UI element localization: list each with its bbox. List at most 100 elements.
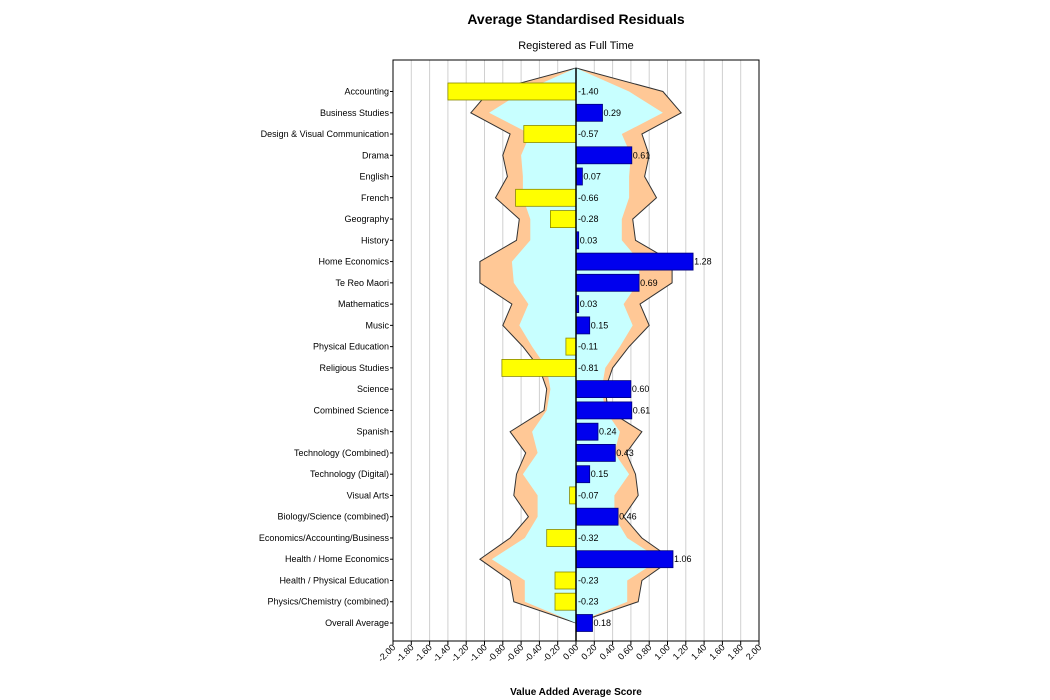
- category-label: Biology/Science (combined): [277, 512, 389, 522]
- data-label: -0.07: [578, 490, 599, 500]
- bar: [575, 422, 599, 441]
- data-label: 0.15: [591, 320, 609, 330]
- data-label: 0.43: [616, 448, 634, 458]
- bar: [569, 486, 577, 505]
- bar: [546, 529, 577, 547]
- x-tick-label: 0.40: [598, 642, 617, 661]
- category-label: Combined Science: [313, 405, 389, 415]
- data-label: -0.11: [578, 342, 598, 352]
- category-label: Mathematics: [338, 299, 390, 309]
- data-label: -0.81: [578, 363, 599, 373]
- x-tick-label: -1.00: [467, 642, 489, 664]
- data-label: -0.28: [578, 214, 599, 224]
- category-label: History: [361, 235, 390, 245]
- value-labels: -1.40 0.29 -0.57 0.61 0.07 -0.66 -0.28 0.03 1.28…: [578, 87, 712, 629]
- bar: [550, 210, 577, 229]
- x-tick-label: 0.80: [634, 642, 653, 661]
- bars: [447, 82, 694, 632]
- bar: [575, 316, 591, 335]
- category-label: Geography: [344, 214, 389, 224]
- x-tick-label: 1.20: [671, 642, 690, 661]
- bar: [565, 337, 577, 356]
- bar: [575, 614, 593, 632]
- category-label: Home Economics: [318, 257, 389, 267]
- data-label: -0.57: [578, 129, 599, 139]
- x-tick-label: 1.80: [726, 642, 745, 661]
- category-label: Spanish: [356, 427, 389, 437]
- plot-area: [392, 59, 760, 642]
- bar: [554, 592, 577, 611]
- data-label: 0.24: [599, 427, 617, 437]
- category-label: Health / Home Economics: [285, 554, 390, 564]
- category-label: Drama: [362, 150, 389, 160]
- category-label: Business Studies: [320, 108, 390, 118]
- data-label: 0.15: [591, 469, 609, 479]
- bar: [575, 465, 591, 484]
- data-label: -0.23: [578, 597, 599, 607]
- data-label: 1.06: [674, 554, 692, 564]
- bar: [575, 550, 674, 569]
- data-label: 0.07: [583, 172, 601, 182]
- category-labels: Accounting Business Studies Design & Visua…: [259, 87, 393, 628]
- bar: [575, 167, 583, 186]
- category-label: Design & Visual Communication: [261, 129, 389, 139]
- category-label: English: [359, 172, 389, 182]
- bar: [575, 103, 603, 122]
- category-label: Health / Physical Education: [279, 576, 389, 586]
- data-label: 0.29: [604, 108, 622, 118]
- bar: [575, 380, 632, 399]
- bar: [523, 125, 577, 143]
- category-label: Technology (Combined): [294, 448, 389, 458]
- bar: [575, 252, 694, 271]
- category-label: Economics/Accounting/Business: [259, 533, 390, 543]
- bar: [575, 401, 633, 420]
- x-axis-title: Value Added Average Score: [510, 687, 642, 698]
- data-label: 0.69: [640, 278, 658, 288]
- category-label: Music: [365, 320, 389, 330]
- category-label: Overall Average: [325, 618, 389, 628]
- x-tick-label: -0.60: [504, 642, 526, 664]
- bar: [447, 82, 577, 101]
- x-tick-label: -1.40: [431, 642, 453, 664]
- category-label: Accounting: [344, 87, 389, 97]
- category-label: Science: [357, 384, 389, 394]
- x-tick-label: -1.80: [394, 642, 416, 664]
- bar: [575, 443, 616, 462]
- category-label: Physics/Chemistry (combined): [267, 597, 389, 607]
- x-tick-label: -0.80: [486, 642, 508, 664]
- x-tick-label: 0.00: [561, 642, 580, 661]
- bar: [575, 146, 633, 165]
- x-tick-label: 1.00: [652, 642, 671, 661]
- bar: [515, 188, 577, 207]
- category-label: Physical Education: [313, 342, 389, 352]
- chart-subtitle: Registered as Full Time: [518, 40, 634, 52]
- x-tick-label: -1.20: [449, 642, 471, 664]
- x-tick-label: -0.20: [541, 642, 563, 664]
- bar: [575, 273, 640, 292]
- bar: [501, 358, 577, 377]
- data-label: 1.28: [694, 257, 712, 267]
- bar: [554, 571, 577, 590]
- x-tick-label: 1.60: [707, 642, 726, 661]
- x-tick-label: 1.40: [689, 642, 708, 661]
- category-label: Religious Studies: [319, 363, 389, 373]
- data-label: 0.18: [594, 618, 612, 628]
- category-label: Technology (Digital): [310, 469, 389, 479]
- data-label: 0.61: [633, 150, 651, 160]
- x-tick-label: -2.00: [376, 642, 398, 664]
- bar: [575, 507, 619, 526]
- data-label: -0.23: [578, 576, 599, 586]
- data-label: -1.40: [578, 87, 599, 97]
- x-tick-label: 0.60: [616, 642, 635, 661]
- data-label: 0.60: [632, 384, 650, 394]
- data-label: 0.03: [580, 235, 598, 245]
- data-label: -0.32: [578, 533, 599, 543]
- data-label: 0.03: [580, 299, 598, 309]
- x-tick-label: 0.20: [579, 642, 598, 661]
- x-tick-label: -0.40: [522, 642, 544, 664]
- category-label: French: [361, 193, 389, 203]
- data-label: -0.66: [578, 193, 599, 203]
- x-axis-ticks: -2.00-1.80-1.60-1.40-1.20-1.00-0.80-0.60…: [376, 641, 763, 664]
- x-tick-label: -1.60: [412, 642, 434, 664]
